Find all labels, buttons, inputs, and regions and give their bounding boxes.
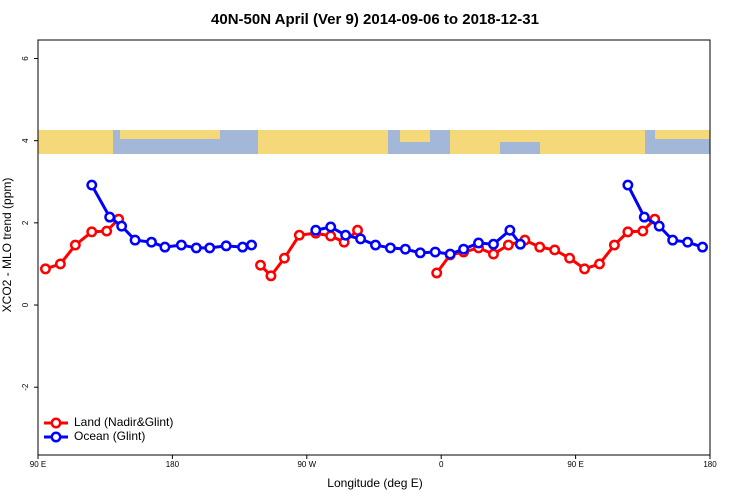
data-point bbox=[40, 263, 51, 275]
chart-title: 40N-50N April (Ver 9) 2014-09-06 to 2018… bbox=[211, 11, 539, 28]
x-tick-label: 180 bbox=[703, 460, 717, 469]
data-point bbox=[514, 238, 526, 250]
data-point bbox=[278, 252, 290, 264]
data-point bbox=[488, 248, 499, 260]
y-tick-label: 2 bbox=[21, 220, 30, 225]
data-point bbox=[86, 226, 98, 238]
series-line bbox=[44, 218, 656, 279]
data-point bbox=[370, 239, 381, 251]
x-tick-label: 90 W bbox=[297, 460, 316, 469]
data-point bbox=[488, 238, 499, 250]
data-point bbox=[431, 267, 443, 279]
data-point bbox=[429, 246, 441, 258]
data-point bbox=[104, 211, 116, 223]
data-point bbox=[159, 241, 171, 253]
data-point bbox=[653, 220, 665, 232]
data-point bbox=[473, 237, 484, 249]
x-tick-label: 180 bbox=[166, 460, 180, 469]
data-point bbox=[608, 239, 620, 251]
data-point bbox=[502, 239, 514, 251]
data-point bbox=[265, 270, 277, 282]
data-point bbox=[54, 258, 66, 270]
data-point bbox=[116, 220, 128, 232]
data-point bbox=[399, 243, 411, 255]
data-point bbox=[204, 242, 216, 254]
data-point bbox=[564, 252, 576, 264]
data-point bbox=[175, 239, 187, 251]
data-point bbox=[594, 258, 605, 270]
data-point bbox=[293, 229, 305, 241]
data-point bbox=[246, 239, 257, 251]
data-point bbox=[101, 225, 113, 237]
data-point bbox=[458, 243, 470, 255]
x-tick-label: 90 E bbox=[567, 460, 583, 469]
data-point bbox=[697, 241, 708, 253]
plot-frame bbox=[37, 39, 711, 456]
data-point bbox=[255, 259, 266, 271]
y-tick-label: 6 bbox=[21, 56, 30, 61]
data-point bbox=[549, 244, 561, 256]
data-point bbox=[86, 179, 98, 191]
data-point bbox=[384, 242, 396, 254]
data-point bbox=[129, 234, 141, 246]
data-point bbox=[352, 224, 364, 236]
data-point bbox=[622, 179, 634, 191]
data-point bbox=[325, 230, 337, 242]
y-axis-label: XCO2 - MLO trend (ppm) bbox=[0, 178, 14, 313]
x-tick-label: 0 bbox=[439, 460, 444, 469]
y-tick-label: 4 bbox=[21, 138, 30, 143]
data-point bbox=[325, 221, 337, 233]
data-point bbox=[190, 242, 202, 254]
data-point bbox=[355, 233, 367, 245]
map-strip bbox=[38, 130, 710, 154]
data-point bbox=[414, 247, 426, 259]
legend-marker bbox=[50, 431, 62, 443]
data-point bbox=[622, 226, 634, 238]
y-tick-label: -2 bbox=[21, 383, 30, 391]
x-axis-label: Longitude (deg E) bbox=[327, 476, 422, 490]
legend-label: Ocean (Glint) bbox=[74, 429, 145, 443]
data-point bbox=[340, 229, 352, 241]
data-point bbox=[220, 240, 232, 252]
data-point bbox=[444, 248, 456, 260]
data-point bbox=[667, 234, 679, 246]
legend-marker bbox=[50, 417, 62, 429]
data-point bbox=[237, 241, 249, 253]
data-point bbox=[69, 239, 81, 251]
data-point bbox=[638, 211, 650, 223]
data-point bbox=[534, 241, 546, 253]
data-point bbox=[146, 236, 157, 248]
data-point bbox=[637, 225, 649, 237]
legend-label: Land (Nadir&Glint) bbox=[74, 415, 173, 429]
data-point bbox=[504, 224, 516, 236]
data-point bbox=[579, 263, 591, 275]
x-tick-label: 90 E bbox=[30, 460, 46, 469]
y-tick-label: 0 bbox=[21, 302, 30, 307]
data-point bbox=[310, 224, 322, 236]
data-point bbox=[682, 236, 694, 248]
